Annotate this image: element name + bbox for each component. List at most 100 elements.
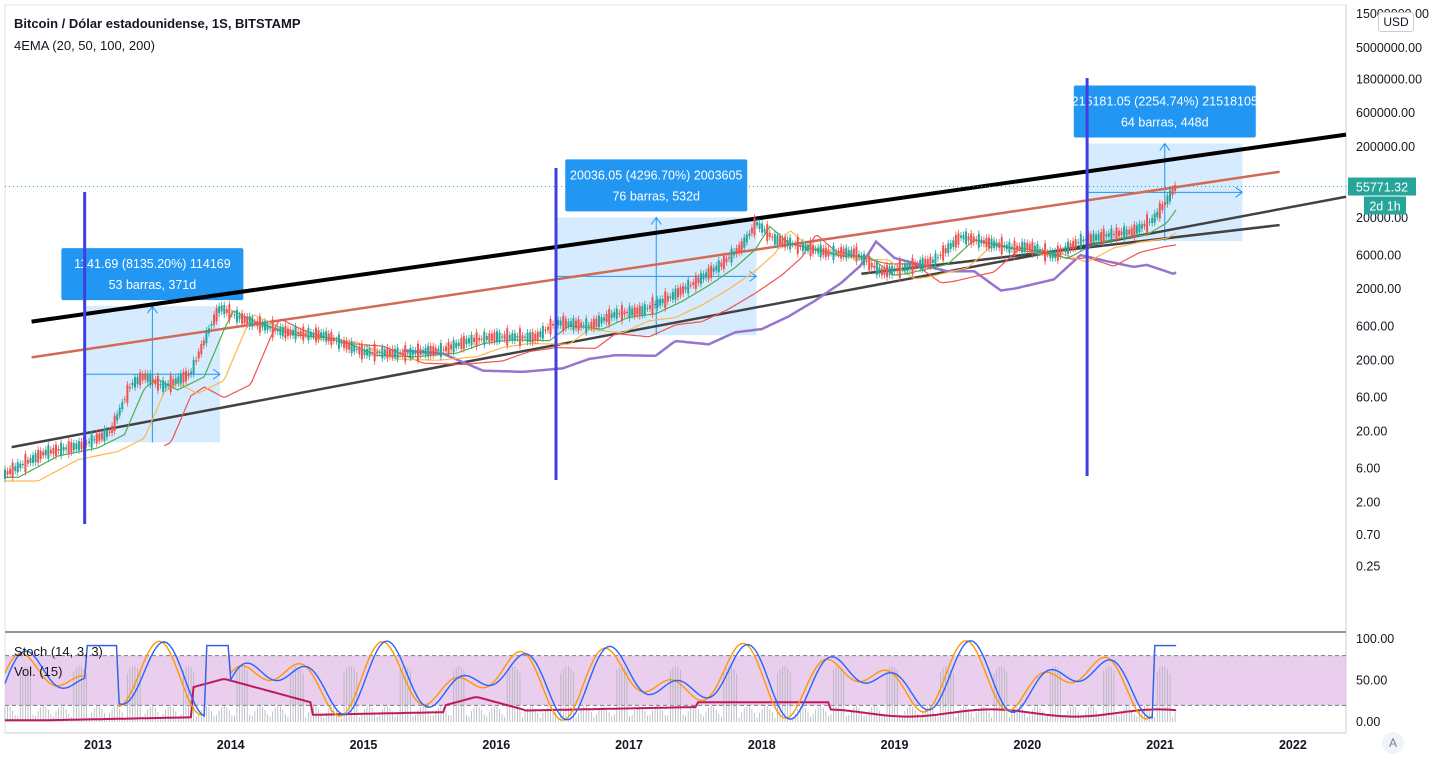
price-candle <box>896 268 899 272</box>
price-candle <box>16 462 19 473</box>
price-candle <box>712 267 715 272</box>
price-candle <box>279 326 282 336</box>
price-candle <box>1118 230 1121 237</box>
price-candle <box>424 347 427 356</box>
price-candle <box>1174 184 1177 192</box>
time-tick-label: 2021 <box>1146 738 1174 752</box>
price-candle <box>908 264 911 270</box>
price-candle <box>648 305 651 309</box>
price-candle <box>646 308 649 310</box>
price-candle <box>95 433 98 444</box>
price-candle <box>959 235 962 238</box>
price-candle <box>128 387 131 389</box>
price-candle <box>756 222 759 226</box>
price-candle <box>330 332 333 345</box>
price-candle <box>192 360 195 375</box>
price-candle <box>949 243 952 249</box>
price-candle <box>1013 240 1016 257</box>
price-candle <box>608 309 611 325</box>
price-candle <box>340 342 343 344</box>
price-candle <box>218 306 221 314</box>
price-candle <box>888 266 891 276</box>
price-candle <box>248 315 251 327</box>
price-candle <box>694 275 697 289</box>
price-candle <box>524 336 527 338</box>
price-candle <box>90 434 93 448</box>
price-candle <box>105 429 108 437</box>
price-candle <box>488 333 491 342</box>
price-candle <box>159 383 162 386</box>
price-candle <box>1168 190 1171 202</box>
price-candle <box>75 443 78 450</box>
price-candle <box>42 451 45 456</box>
price-candle <box>740 241 743 252</box>
price-candle <box>139 372 142 386</box>
price-candle <box>179 373 182 384</box>
chart-title: Bitcoin / Dólar estadounidense, 1S, BITS… <box>14 16 301 31</box>
price-candle <box>54 444 57 457</box>
price-candle <box>954 235 957 248</box>
currency-button[interactable]: USD <box>1378 12 1414 32</box>
price-candle <box>151 378 154 383</box>
price-candle <box>394 348 397 358</box>
price-candle <box>498 332 501 341</box>
price-candle <box>1097 233 1100 241</box>
price-candle <box>623 311 626 315</box>
price-candle <box>284 326 287 339</box>
price-candle <box>167 383 170 387</box>
price-candle <box>235 309 238 323</box>
price-candle <box>1082 239 1085 242</box>
price-candle <box>52 448 55 454</box>
price-candle <box>274 327 277 332</box>
price-candle <box>750 227 753 234</box>
price-candle <box>603 317 606 321</box>
price-candle <box>605 313 608 323</box>
measurement-label-line2: 76 barras, 532d <box>612 189 700 203</box>
measurement-arrow-head <box>1159 142 1171 151</box>
price-candle <box>577 319 580 331</box>
countdown-label: 2d 1h <box>1369 200 1400 214</box>
price-candle <box>337 334 340 349</box>
stoch-d-line <box>4 639 1177 721</box>
price-candle <box>743 237 746 248</box>
price-candle <box>689 285 692 287</box>
price-tick-label: 6.00 <box>1356 461 1380 475</box>
price-candle <box>1023 242 1026 252</box>
price-candle <box>921 258 924 270</box>
price-candle <box>9 468 12 475</box>
measurement-label-line1: 1141.69 (8135.20%) 114169 <box>74 257 231 271</box>
price-candle <box>253 322 256 324</box>
price-candle <box>600 317 603 324</box>
price-candle <box>335 340 338 342</box>
price-candle <box>261 323 264 328</box>
price-candle <box>57 449 60 451</box>
price-candle <box>85 443 88 445</box>
price-candle <box>1130 227 1133 236</box>
price-candle <box>564 318 567 329</box>
price-candle <box>863 253 866 266</box>
price-candle <box>676 288 679 298</box>
price-candle <box>391 348 394 358</box>
time-tick-label: 2019 <box>881 738 909 752</box>
price-candle <box>1128 229 1131 235</box>
price-candle <box>503 334 506 340</box>
price-candle <box>437 348 440 352</box>
price-candle <box>439 343 442 358</box>
price-candle <box>1138 223 1141 233</box>
price-candle <box>633 307 636 317</box>
volume-ma-line <box>5 678 1177 722</box>
price-candle <box>993 240 996 248</box>
price-candle <box>590 322 593 328</box>
price-candle <box>934 253 937 267</box>
price-candle <box>307 328 310 340</box>
price-candle <box>1110 228 1113 241</box>
price-candle <box>207 328 210 334</box>
price-candle <box>761 223 764 233</box>
price-candle <box>544 329 547 331</box>
price-candle <box>529 332 532 342</box>
price-candle <box>289 329 292 336</box>
auto-scale-button[interactable]: A <box>1382 732 1404 754</box>
price-candle <box>297 331 300 335</box>
price-candle <box>144 373 147 380</box>
